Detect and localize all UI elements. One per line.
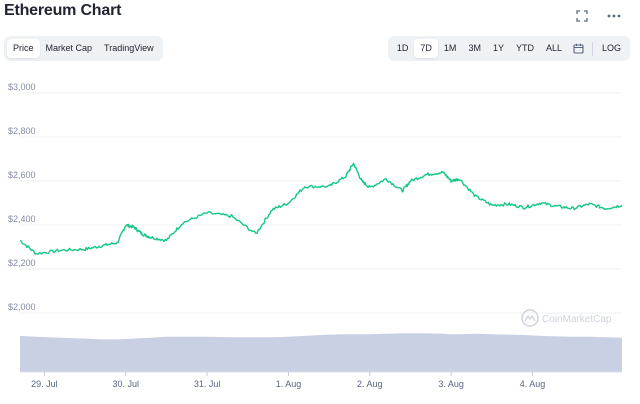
y-tick-label: $2,800: [8, 126, 36, 136]
range-ytd[interactable]: YTD: [515, 43, 534, 53]
price-line: [19, 162, 623, 255]
x-tick-label: 31. Jul: [194, 379, 221, 389]
tab-price[interactable]: Price: [7, 39, 40, 58]
range-selector: 1D 7D 1M 3M 1Y YTD ALL LOG: [387, 36, 630, 61]
watermark-text: CoinMarketCap: [542, 314, 612, 325]
y-axis-labels: $3,000 $2,800 $2,600 $2,400 $2,200 $2,000: [8, 82, 36, 312]
y-tick-label: $2,400: [8, 214, 36, 224]
range-all[interactable]: ALL: [545, 43, 562, 53]
x-tick-label: 3. Aug: [438, 379, 464, 389]
x-tick-label: 30. Jul: [112, 379, 139, 389]
x-tick-label: 4. Aug: [520, 379, 546, 389]
y-tick-label: $2,000: [8, 302, 36, 312]
x-tick-label: 1. Aug: [276, 379, 302, 389]
range-1y[interactable]: 1Y: [492, 43, 504, 53]
y-tick-label: $2,200: [8, 258, 36, 268]
top-actions: [574, 8, 622, 24]
chart-type-tabs: Price Market Cap TradingView: [4, 36, 163, 61]
chart-grid: [20, 92, 622, 314]
volume-area: [20, 333, 622, 373]
range-divider: [591, 41, 593, 56]
range-3m[interactable]: 3M: [468, 43, 481, 53]
y-tick-label: $3,000: [8, 82, 36, 92]
tab-tradingview[interactable]: TradingView: [104, 43, 154, 53]
y-tick-label: $2,600: [8, 170, 36, 180]
price-series: [19, 162, 623, 255]
coinmarketcap-logo-icon: [521, 309, 539, 327]
page-title: Ethereum Chart: [4, 2, 122, 19]
x-axis-labels: 29. Jul 30. Jul 31. Jul 1. Aug 2. Aug 3. Aug 4…: [31, 372, 545, 389]
volume-bars: [20, 333, 622, 372]
range-7d[interactable]: 7D: [414, 39, 438, 58]
x-tick-label: 2. Aug: [357, 379, 383, 389]
calendar-icon[interactable]: [568, 39, 589, 58]
x-tick-label: 29. Jul: [31, 379, 58, 389]
log-toggle[interactable]: LOG: [601, 43, 621, 53]
range-1m[interactable]: 1M: [443, 43, 457, 53]
watermark: CoinMarketCap: [521, 309, 612, 327]
fullscreen-icon[interactable]: [574, 8, 590, 24]
range-1d[interactable]: 1D: [396, 43, 409, 53]
more-icon[interactable]: [606, 8, 622, 24]
tab-market-cap[interactable]: Market Cap: [45, 43, 93, 53]
